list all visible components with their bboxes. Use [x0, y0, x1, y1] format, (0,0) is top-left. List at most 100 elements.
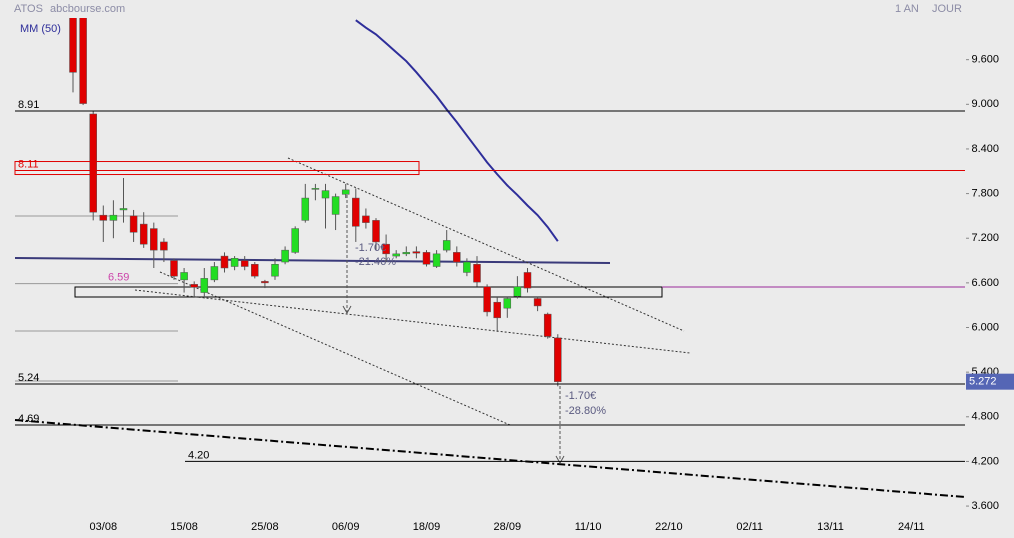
candle-body: [341, 189, 350, 195]
annotation: -1.70€: [565, 390, 596, 402]
plot-area: [69, 18, 562, 387]
candle-body: [311, 188, 320, 190]
x-tick-label: 06/09: [332, 521, 360, 533]
candle-body: [442, 240, 451, 251]
trend-line: [134, 289, 691, 354]
y-tick-label: 7.800: [971, 187, 999, 199]
support-line: [14, 257, 611, 264]
candle-body: [453, 252, 461, 263]
candle-body: [362, 215, 370, 223]
candle-body: [554, 337, 562, 382]
zone-box: [74, 286, 663, 298]
y-tick-label: 9.000: [971, 98, 999, 110]
y-tick-label: 9.600: [971, 54, 999, 66]
candle-body: [109, 214, 118, 221]
candle-body: [210, 266, 219, 281]
x-tick-label: 22/10: [655, 521, 683, 533]
y-tick-label: 4.800: [971, 411, 999, 423]
candle-body: [392, 253, 400, 257]
candle-body: [352, 197, 360, 227]
candle-body: [89, 113, 97, 213]
candle-body: [523, 272, 532, 289]
candle-body: [412, 251, 421, 254]
candle-body: [99, 214, 108, 221]
candle-body: [402, 252, 411, 255]
candle-body: [139, 223, 148, 245]
arrow-head: [555, 455, 565, 465]
candle-body: [382, 243, 390, 255]
candle-body: [271, 264, 279, 277]
candle-body: [432, 253, 441, 267]
level-label: 8.11: [18, 158, 39, 170]
candle-body: [533, 298, 542, 307]
candle-body: [220, 255, 229, 269]
moving-average: [355, 19, 559, 242]
candle-body: [503, 298, 512, 309]
candle-body: [473, 264, 481, 283]
candle-body: [483, 286, 491, 313]
y-tick-label: 8.400: [971, 143, 999, 155]
x-tick-label: 24/11: [898, 521, 925, 533]
trend-line: [14, 419, 966, 498]
y-tick-label: 6.000: [971, 321, 999, 333]
annotation: -28.80%: [565, 405, 606, 417]
y-tick-label: 7.200: [971, 232, 999, 244]
candle-body: [240, 260, 249, 267]
candle-body: [69, 18, 77, 73]
source: abcbourse.com: [50, 3, 125, 15]
candle-body: [372, 220, 380, 243]
candle-body: [261, 281, 269, 284]
level-label: 6.59: [108, 272, 129, 284]
candle-body: [422, 252, 431, 265]
candle-body: [281, 249, 289, 263]
candle-body: [230, 258, 239, 267]
x-tick-label: 25/08: [251, 521, 279, 533]
candle-body: [493, 301, 501, 319]
x-tick-label: 18/09: [413, 521, 441, 533]
level-label: 8.91: [18, 99, 39, 111]
y-tick-label: 4.200: [971, 455, 999, 467]
x-tick-label: 28/09: [494, 521, 522, 533]
x-tick-label: 11/10: [575, 521, 602, 533]
level-box: [14, 161, 420, 176]
candle-body: [543, 313, 552, 337]
candle-body: [180, 272, 188, 281]
trend-line: [159, 271, 511, 426]
candle-body: [129, 215, 138, 233]
x-tick-label: 02/11: [736, 521, 763, 533]
level-label: 5.24: [18, 372, 39, 384]
candle-body: [331, 196, 340, 215]
x-tick-label: 13/11: [817, 521, 844, 533]
drawings: [14, 157, 966, 498]
candle-body: [150, 228, 158, 251]
y-tick-label: 6.600: [971, 277, 999, 289]
candle-body: [79, 18, 87, 104]
candle-body: [251, 264, 259, 277]
annotation: -21.46%: [355, 256, 396, 268]
level-label: 4.20: [188, 449, 209, 461]
candle-body: [190, 284, 198, 288]
candle-body: [170, 260, 178, 277]
last-price-tag: [966, 373, 1014, 390]
x-tick-label: 03/08: [90, 521, 118, 533]
level-label: 4.69: [18, 413, 39, 425]
y-tick-label: 3.600: [971, 500, 999, 512]
candle-body: [291, 228, 299, 253]
candle-body: [301, 197, 310, 221]
period: 1 AN: [895, 3, 919, 15]
candle-body: [160, 241, 168, 251]
legend-label: MM (50): [20, 23, 61, 35]
candle-body: [119, 208, 128, 211]
candle-body: [321, 190, 330, 199]
chart-title: ATOS: [14, 3, 43, 15]
interval: JOUR: [932, 3, 962, 15]
arrow-head: [342, 305, 352, 315]
candle-body: [200, 278, 209, 293]
trend-line: [287, 157, 685, 332]
x-tick-label: 15/08: [170, 521, 198, 533]
last-price-label: 5.272: [969, 376, 997, 388]
candle-body: [463, 261, 471, 273]
annotation: -1.70€: [355, 242, 386, 254]
candle-body: [513, 286, 522, 297]
